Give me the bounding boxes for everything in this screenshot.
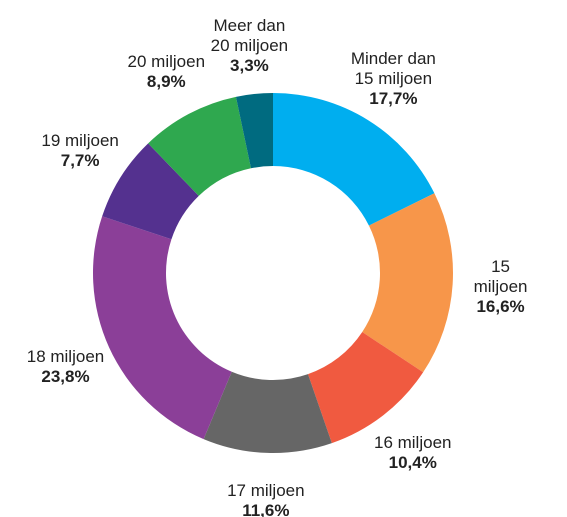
value-label: 7,7% — [60, 151, 100, 171]
category-label: Meer dan 20 miljoen — [210, 16, 289, 56]
value-label: 16,6% — [476, 297, 525, 317]
category-label: 18 miljoen — [26, 347, 105, 367]
slice-label: 18 miljoen 23,8% — [27, 347, 105, 387]
slice — [362, 193, 454, 373]
category-label: 16 miljoen — [373, 433, 452, 453]
slice — [235, 93, 273, 169]
slice — [307, 332, 424, 444]
value-label: 3,3% — [230, 56, 269, 76]
value-label: 17,7% — [369, 89, 418, 109]
category-label: 15 miljoen — [473, 257, 528, 297]
slice-label: 19 miljoen 7,7% — [41, 131, 119, 171]
slice-label: Meer dan 20 miljoen 3,3% — [211, 16, 289, 76]
value-label: 23,8% — [41, 367, 90, 387]
slice — [93, 216, 232, 440]
slice — [273, 93, 435, 226]
slice-label: 17 miljoen 11,6% — [227, 481, 305, 517]
slice-label: 16 miljoen 10,4% — [374, 433, 452, 473]
slice-label: Minder dan 15 miljoen 17,7% — [351, 49, 436, 109]
category-label: Minder dan 15 miljoen — [350, 49, 436, 89]
value-label: 11,6% — [242, 500, 290, 517]
slice — [102, 143, 199, 240]
slice — [203, 371, 332, 453]
slice — [148, 96, 251, 196]
value-label: 10,4% — [388, 453, 437, 473]
category-label: 17 miljoen — [227, 480, 305, 500]
category-label: 19 miljoen — [41, 131, 119, 151]
slice-label: 15 miljoen 16,6% — [467, 257, 533, 317]
value-label: 8,9% — [146, 71, 186, 91]
category-label: 20 miljoen — [127, 51, 206, 71]
slice-label: 20 miljoen 8,9% — [128, 52, 206, 92]
